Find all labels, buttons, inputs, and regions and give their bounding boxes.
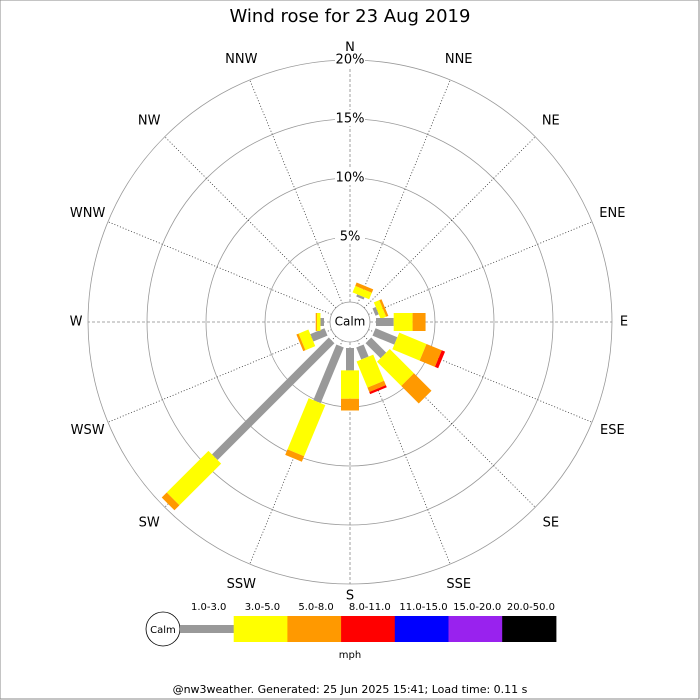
spoke	[363, 136, 536, 309]
ring-label-bg	[335, 228, 365, 244]
legend-label: 20.0-50.0	[507, 602, 555, 613]
legend-label: 3.0-5.0	[245, 602, 280, 613]
spoke	[249, 79, 343, 304]
spoke	[368, 329, 593, 423]
direction-label: S	[346, 589, 354, 604]
direction-label: WSW	[71, 423, 105, 438]
direction-label: NW	[138, 114, 161, 129]
spoke	[107, 329, 332, 423]
wind-bar	[352, 285, 372, 300]
direction-label: SE	[543, 515, 559, 530]
wind-bar	[296, 333, 306, 352]
legend-swatch	[180, 625, 235, 633]
direction-label: ENE	[599, 206, 625, 221]
wind-bar	[211, 337, 335, 461]
wind-bar	[377, 349, 414, 386]
direction-label: SW	[139, 515, 160, 530]
wind-bar	[365, 337, 387, 359]
direction-label: SSW	[227, 577, 257, 592]
legend-swatch	[233, 616, 288, 642]
wind-bar	[392, 332, 427, 361]
direction-label: ESE	[600, 423, 625, 438]
footer: @nw3weather. Generated: 25 Jun 2025 15:4…	[173, 683, 528, 696]
wind-bar	[161, 492, 180, 511]
spoke	[357, 79, 451, 304]
wind-bar	[434, 350, 446, 369]
wind-bar	[285, 449, 305, 462]
legend-swatch	[394, 616, 449, 642]
chart-title: Wind rose for 23 Aug 2019	[230, 6, 471, 27]
legend-calm-label: Calm	[150, 625, 176, 636]
wind-bar	[313, 344, 344, 404]
direction-label: NE	[542, 114, 560, 129]
direction-label: W	[70, 315, 83, 330]
wind-bar	[356, 344, 369, 360]
wind-bar	[369, 385, 387, 395]
wind-bar	[401, 373, 432, 404]
spoke	[363, 335, 536, 508]
wind-bar	[287, 398, 326, 457]
spoke	[368, 221, 593, 315]
legend-swatch	[341, 616, 396, 642]
ring-label-bg	[335, 169, 365, 185]
spoke	[107, 221, 332, 315]
direction-label: NNE	[445, 52, 473, 67]
wind-bar	[355, 282, 374, 293]
calm-label: Calm	[335, 315, 366, 329]
wind-bar	[310, 328, 328, 342]
direction-label: WNW	[70, 206, 106, 221]
legend-label: 1.0-3.0	[191, 602, 226, 613]
wind-bar	[298, 329, 316, 351]
wind-bar	[356, 294, 365, 300]
spoke	[357, 340, 451, 565]
legend-label: 5.0-8.0	[298, 602, 333, 613]
wind-bar	[367, 380, 386, 392]
ring-label: 15%	[336, 112, 365, 127]
ring-label-bg	[335, 110, 365, 126]
legend-label: 15.0-20.0	[453, 602, 501, 613]
legend-swatch	[502, 616, 557, 642]
wind-bar	[373, 300, 387, 320]
wind-bar	[419, 343, 442, 367]
wind-bar	[166, 450, 222, 506]
direction-label: SSE	[446, 577, 471, 592]
direction-label: E	[620, 315, 628, 330]
wind-bar	[379, 299, 389, 317]
direction-label: N	[345, 41, 355, 56]
legend-label: 11.0-15.0	[399, 602, 447, 613]
legend-label: 8.0-11.0	[349, 602, 391, 613]
ring-label-bg	[335, 51, 365, 67]
ring-label: 10%	[336, 171, 365, 186]
legend-unit: mph	[339, 650, 361, 661]
wind-bar	[372, 328, 398, 345]
ring-label: 5%	[340, 230, 361, 245]
ring-label: 20%	[336, 53, 365, 68]
wind-bar	[372, 307, 379, 316]
legend-swatch	[287, 616, 342, 642]
wind-bar	[356, 354, 385, 388]
legend-swatch	[448, 616, 503, 642]
calm-circle	[329, 301, 371, 343]
spoke	[164, 136, 337, 309]
direction-label: NNW	[225, 52, 257, 67]
